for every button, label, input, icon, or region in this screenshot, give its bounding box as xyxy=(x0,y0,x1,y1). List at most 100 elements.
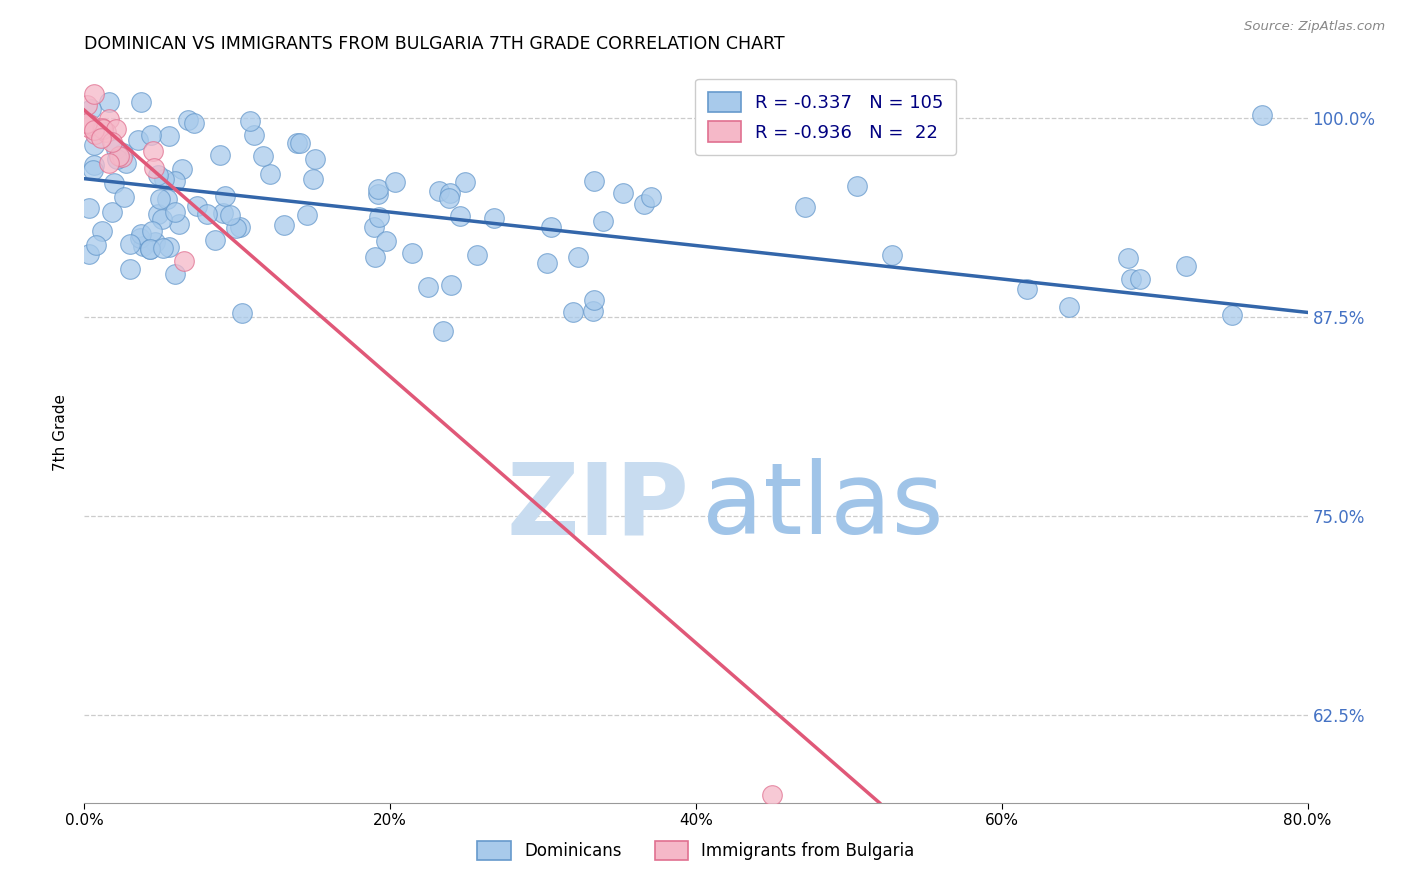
Point xyxy=(83,128,105,142)
Point xyxy=(212,206,235,220)
Point xyxy=(612,186,634,200)
Point xyxy=(77,247,100,261)
Point xyxy=(142,144,165,158)
Point xyxy=(567,250,589,264)
Point xyxy=(152,241,174,255)
Point xyxy=(536,256,558,270)
Point xyxy=(77,120,100,134)
Point xyxy=(735,133,758,147)
Point xyxy=(465,247,488,261)
Point xyxy=(105,142,128,156)
Point xyxy=(90,130,112,145)
Point xyxy=(165,267,187,281)
Point xyxy=(449,209,471,223)
Point xyxy=(177,112,200,127)
Point xyxy=(142,161,165,175)
Point xyxy=(157,128,180,143)
Point xyxy=(440,278,463,293)
Point xyxy=(208,147,231,161)
Point xyxy=(90,223,112,237)
Point xyxy=(157,240,180,254)
Point xyxy=(204,233,226,247)
Point xyxy=(170,162,193,177)
Point xyxy=(146,207,169,221)
Point xyxy=(108,149,131,163)
Point xyxy=(295,208,318,222)
Point xyxy=(152,171,174,186)
Point xyxy=(582,293,605,307)
Point xyxy=(80,119,103,133)
Point xyxy=(76,98,98,112)
Point xyxy=(84,238,107,252)
Point xyxy=(163,174,186,188)
Point xyxy=(83,123,105,137)
Point xyxy=(1129,272,1152,286)
Text: ZIP: ZIP xyxy=(508,458,690,555)
Point xyxy=(1250,108,1272,122)
Point xyxy=(214,189,236,203)
Point xyxy=(105,152,128,166)
Point xyxy=(239,114,262,128)
Point xyxy=(112,190,135,204)
Point xyxy=(288,136,311,150)
Point xyxy=(129,227,152,241)
Text: atlas: atlas xyxy=(702,458,943,555)
Point xyxy=(243,128,266,142)
Point xyxy=(156,192,179,206)
Text: Source: ZipAtlas.com: Source: ZipAtlas.com xyxy=(1244,20,1385,33)
Point xyxy=(454,175,477,189)
Point xyxy=(1220,308,1243,322)
Point xyxy=(427,184,450,198)
Point xyxy=(364,251,387,265)
Point xyxy=(1059,300,1081,314)
Point xyxy=(131,95,153,110)
Point xyxy=(76,116,98,130)
Point xyxy=(437,190,460,204)
Point xyxy=(138,242,160,256)
Point xyxy=(432,324,454,338)
Point xyxy=(111,150,134,164)
Point xyxy=(302,172,325,186)
Point xyxy=(127,133,149,147)
Point xyxy=(101,204,124,219)
Point xyxy=(846,178,869,193)
Point xyxy=(186,199,208,213)
Point xyxy=(143,235,166,249)
Point xyxy=(91,122,114,136)
Point xyxy=(173,254,195,268)
Point xyxy=(540,220,562,235)
Point xyxy=(794,200,817,214)
Point xyxy=(141,224,163,238)
Point xyxy=(582,304,605,318)
Point xyxy=(76,116,98,130)
Point xyxy=(592,214,614,228)
Point xyxy=(98,156,121,170)
Point xyxy=(640,189,662,203)
Point xyxy=(252,149,274,163)
Point xyxy=(120,262,142,277)
Point xyxy=(97,112,120,126)
Point xyxy=(761,788,783,802)
Point xyxy=(439,186,461,201)
Point xyxy=(146,169,169,183)
Point xyxy=(304,152,326,166)
Point xyxy=(1174,259,1197,273)
Point xyxy=(273,218,295,232)
Point xyxy=(219,208,242,222)
Point xyxy=(105,121,128,136)
Point xyxy=(167,217,190,231)
Point xyxy=(229,220,252,235)
Point xyxy=(416,280,439,294)
Point xyxy=(83,158,105,172)
Point xyxy=(882,247,904,261)
Point xyxy=(139,242,162,256)
Point xyxy=(80,102,103,116)
Point xyxy=(259,167,281,181)
Point xyxy=(363,220,385,235)
Point xyxy=(148,192,170,206)
Point xyxy=(1116,252,1139,266)
Point xyxy=(97,95,120,110)
Point xyxy=(118,237,141,252)
Point xyxy=(287,136,309,150)
Point xyxy=(91,120,114,135)
